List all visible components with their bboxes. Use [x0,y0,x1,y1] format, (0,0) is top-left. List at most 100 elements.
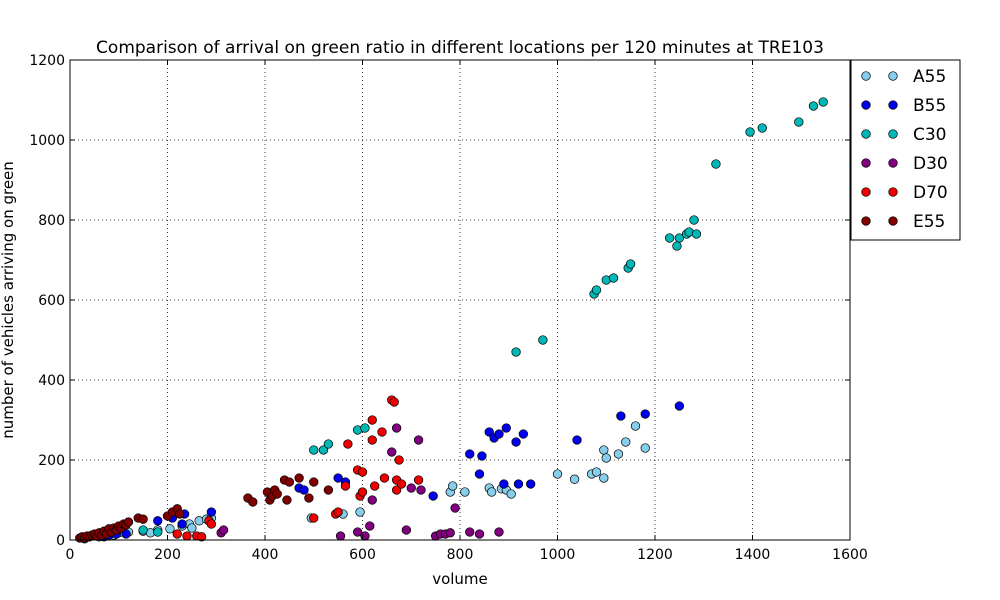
data-point [526,479,536,489]
data-point [689,215,699,225]
legend-marker [861,129,871,139]
data-point [335,531,346,541]
legend-label: D70 [913,183,948,203]
data-point [494,429,504,439]
data-point [282,495,292,505]
legend-entry-d30: D30 [861,154,948,174]
data-point [138,514,148,524]
chart-title: Comparison of arrival on green ratio in … [96,38,824,58]
legend-marker [861,100,871,110]
x-tick-label: 1200 [637,547,673,563]
data-point [153,516,163,526]
grid-lines [70,60,850,540]
data-point [465,527,475,537]
data-point [360,423,370,433]
data-point [601,453,611,463]
series-a55 [79,421,650,544]
legend-marker [888,216,898,226]
legend-marker [861,187,871,197]
legend-label: D30 [913,154,948,174]
data-point [309,477,319,487]
data-point [357,487,368,497]
data-point [272,489,282,499]
data-point [616,411,626,421]
data-point [299,485,309,495]
data-point [343,439,353,449]
data-point [196,532,207,542]
y-tick-label: 200 [38,453,65,469]
data-point [396,479,407,489]
data-point [138,525,148,535]
y-tick-label: 0 [56,533,65,549]
data-point [672,241,682,251]
data-point [674,401,685,411]
data-point [360,531,370,541]
y-tick-label: 600 [38,293,65,309]
series-d70 [172,395,424,542]
data-point [309,513,319,523]
data-point [391,485,402,495]
data-point [630,421,641,431]
data-point [625,259,636,269]
x-tick-label: 600 [349,547,376,563]
legend-marker [888,187,898,197]
data-point [391,423,402,433]
y-tick-label: 1000 [29,133,65,149]
data-point [591,285,602,295]
data-point [613,449,624,459]
data-point [177,519,187,529]
data-point [121,529,131,539]
y-tick-label: 400 [38,373,65,389]
data-point [674,233,685,243]
data-point [664,233,675,243]
x-tick-label: 400 [252,547,279,563]
legend-entry-d70: D70 [861,183,948,203]
data-point [206,519,217,529]
data-point [182,531,192,541]
data-point [511,437,521,447]
legend-label: C30 [913,125,947,145]
series-c30 [138,97,828,537]
legend-entry-c30: C30 [861,125,947,145]
data-point [284,477,295,487]
x-tick-label: 800 [447,547,474,563]
data-point [367,495,377,505]
data-point [513,479,524,489]
x-axis-label: volume [432,570,488,588]
data-point [499,479,509,489]
data-point [599,445,609,455]
data-point [413,435,424,445]
data-point [608,273,619,283]
legend-marker [888,158,898,168]
x-tick-label: 0 [66,547,75,563]
data-point [460,487,470,497]
data-point [333,507,343,517]
data-point [367,415,377,425]
data-point [818,97,828,107]
y-axis-ticks: 0 200 400 600 800 1000 1200 [29,53,850,549]
data-point [506,489,516,499]
series-d30 [216,423,504,541]
series-e55 [75,473,334,543]
data-point [569,474,580,484]
data-point [323,485,334,495]
data-point [757,123,767,133]
data-point [465,449,475,459]
data-point [352,527,363,537]
legend-marker [861,158,871,168]
legend-entry-a55: A55 [861,67,946,87]
legend-frame [850,59,961,241]
data-point [487,487,497,497]
x-tick-label: 200 [154,547,181,563]
data-point [448,481,458,491]
legend-marker [888,100,898,110]
data-point [474,529,485,539]
legend-marker [861,216,871,226]
legend-label: A55 [913,67,946,87]
data-point [474,469,485,479]
y-axis-label: number of vehicles arriving on green [0,161,17,439]
data-point [599,473,609,483]
data-point [165,524,175,534]
data-point [248,497,258,507]
